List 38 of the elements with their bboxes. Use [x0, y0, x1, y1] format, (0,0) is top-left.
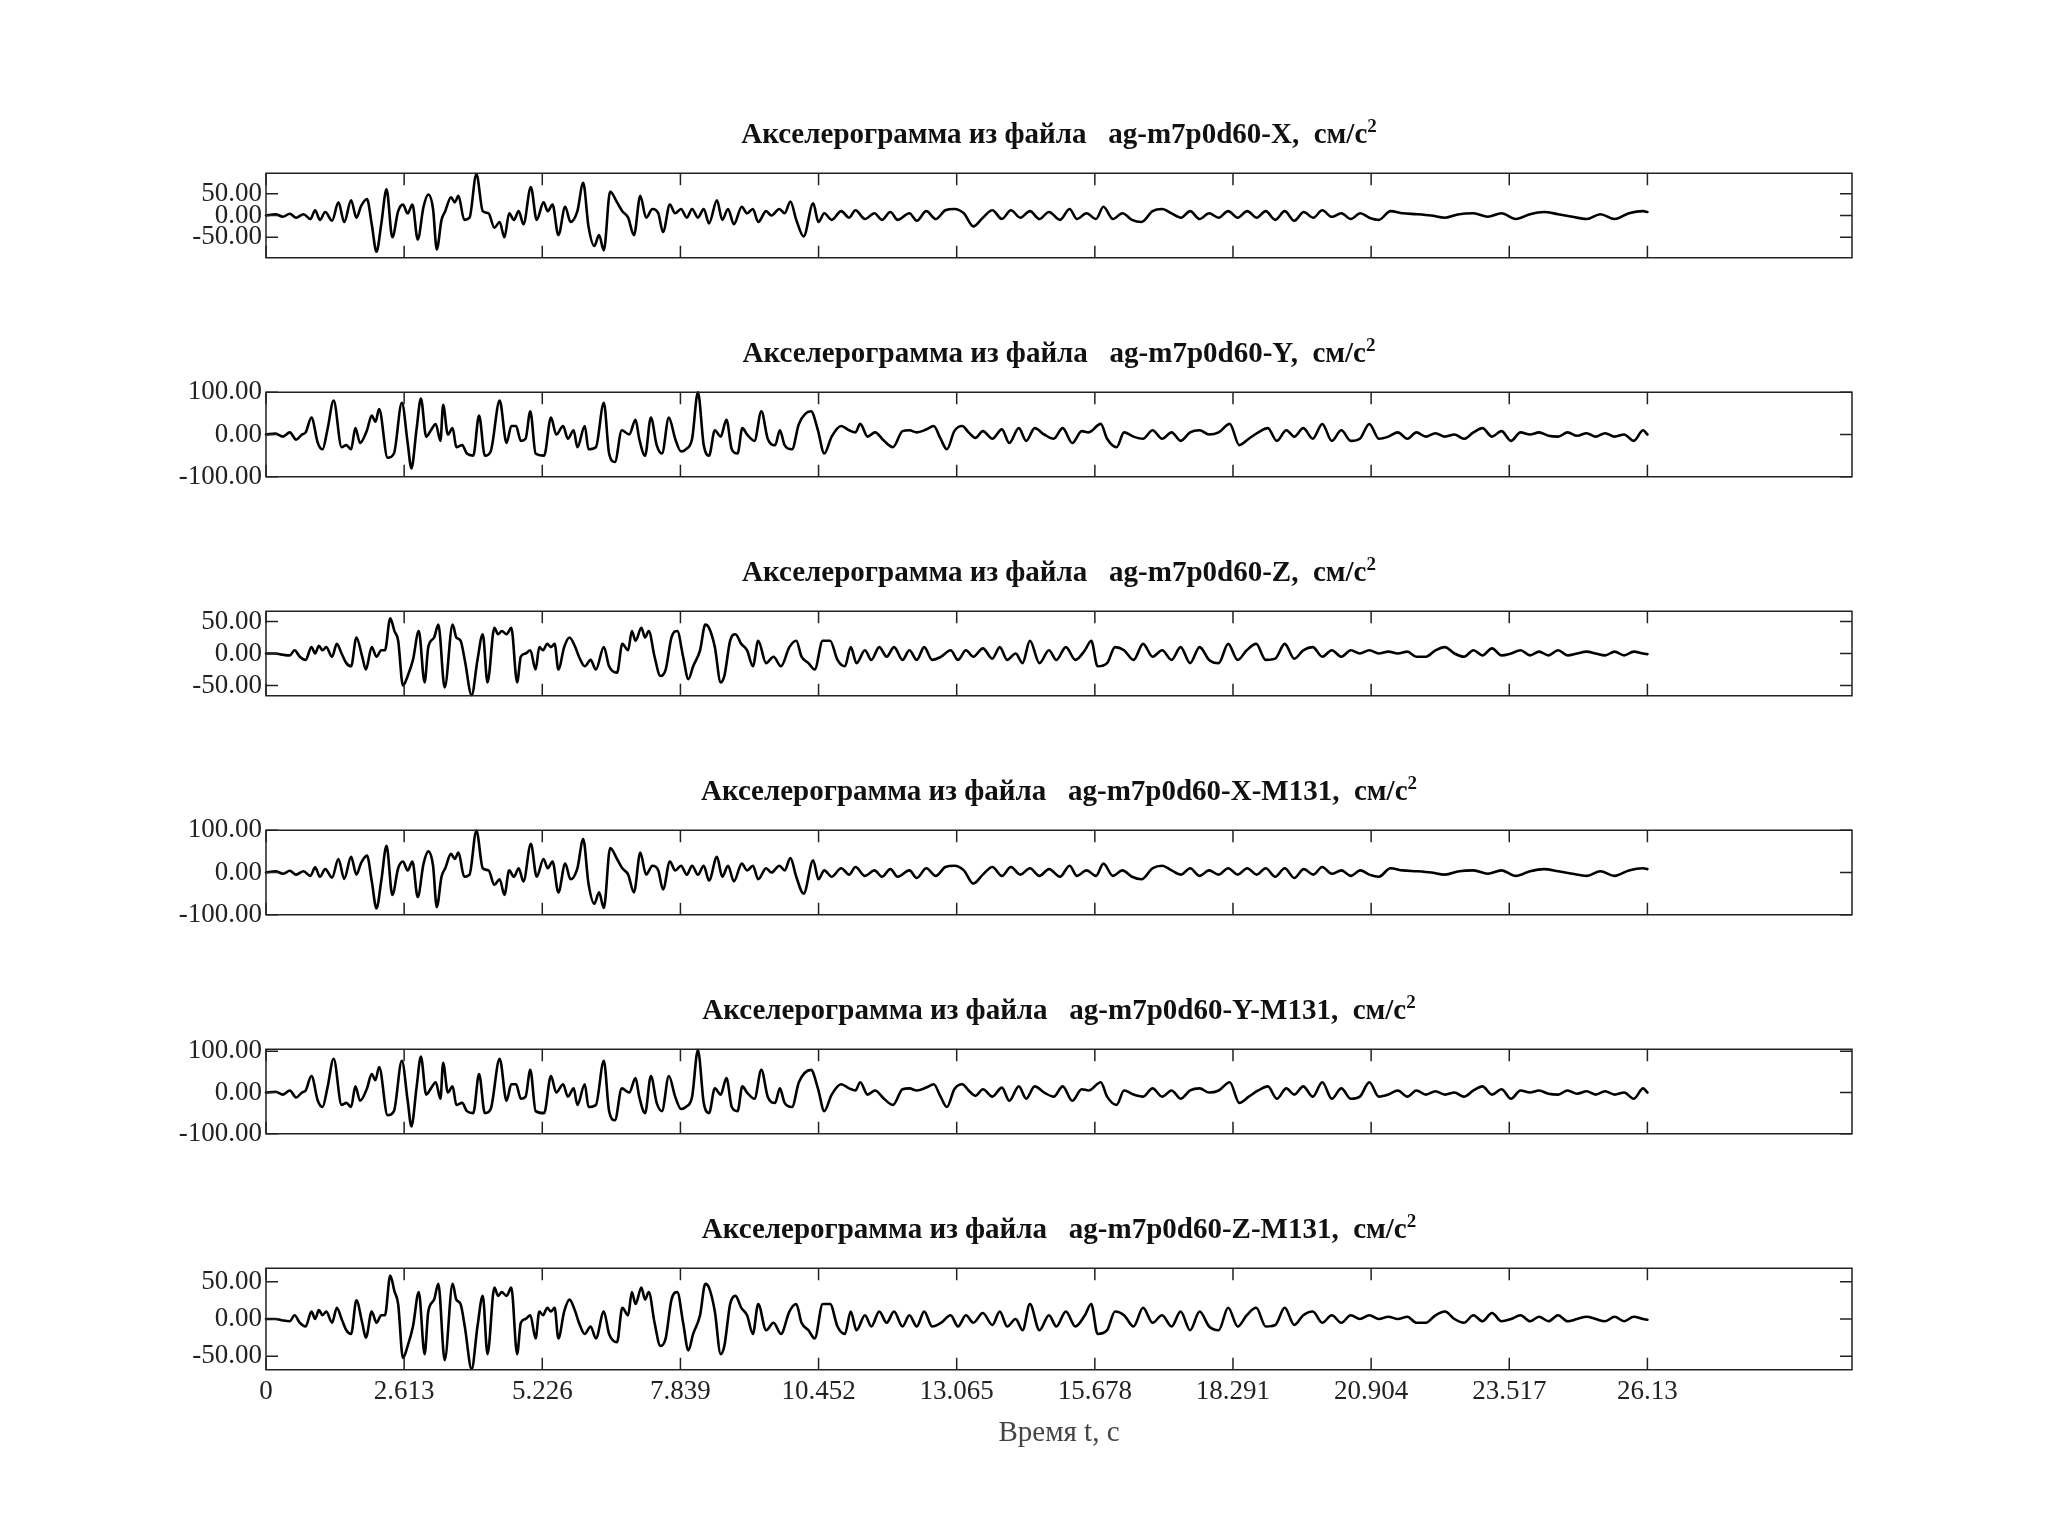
- line-series: [264, 172, 1649, 253]
- x-tick-label: 10.452: [781, 1375, 856, 1406]
- y-tick-label: 100.00: [187, 813, 262, 844]
- chart-title: Акселерограмма из файла ag-m7p0d60-X, см/с$^{2}$: [740, 115, 1378, 150]
- y-tick-label: -50.00: [192, 1339, 262, 1370]
- y-tick-label: 0.00: [214, 855, 262, 886]
- x-tick-label: 26.13: [1617, 1375, 1678, 1406]
- y-tick-label: 0.00: [214, 636, 262, 667]
- y-tick-label: -100.00: [178, 1116, 262, 1147]
- y-tick-label: -50.00: [192, 668, 262, 699]
- y-tick-label: 100.00: [187, 1034, 262, 1065]
- y-tick-label: -100.00: [178, 459, 262, 490]
- y-tick-label: 50.00: [201, 604, 262, 635]
- x-tick-label: 20.904: [1334, 1375, 1409, 1406]
- chart-title: Акселерограмма из файла ag-m7p0d60-Z-M131, см/с$^{2}$: [700, 1210, 1418, 1245]
- y-tick-label: 0.00: [214, 1302, 262, 1333]
- x-axis-title: Время t, с: [998, 1415, 1120, 1448]
- y-tick-label: 0.00: [214, 1075, 262, 1106]
- y-tick-label: -100.00: [178, 897, 262, 928]
- x-tick-label: 23.517: [1472, 1375, 1547, 1406]
- x-tick-label: 18.291: [1195, 1375, 1271, 1406]
- chart-title: Акселерограмма из файла ag-m7p0d60-X-M131, см/с$^{2}$: [699, 772, 1419, 807]
- line-series: [264, 616, 1649, 697]
- x-tick-label: 7.839: [650, 1375, 711, 1406]
- line-series: [264, 390, 1649, 470]
- x-tick-label: 13.065: [919, 1375, 994, 1406]
- y-tick-label: 0.00: [214, 417, 262, 448]
- chart-title: Акселерограмма из файла ag-m7p0d60-Z, см/с$^{2}$: [741, 553, 1377, 588]
- line-series: [264, 1048, 1649, 1128]
- chart-title: Акселерограмма из файла ag-m7p0d60-Y, см/с$^{2}$: [741, 334, 1377, 369]
- y-tick-label: 50.00: [201, 1264, 262, 1295]
- x-tick-label: 15.678: [1057, 1375, 1132, 1406]
- x-tick-label: 2.613: [373, 1375, 435, 1406]
- y-tick-label: 100.00: [187, 375, 262, 406]
- x-tick-label: 5.226: [511, 1375, 573, 1406]
- x-tick-label: 0: [259, 1375, 273, 1406]
- chart-title: Акселерограмма из файла ag-m7p0d60-Y-M131, см/с$^{2}$: [701, 991, 1417, 1026]
- line-series: [264, 829, 1649, 910]
